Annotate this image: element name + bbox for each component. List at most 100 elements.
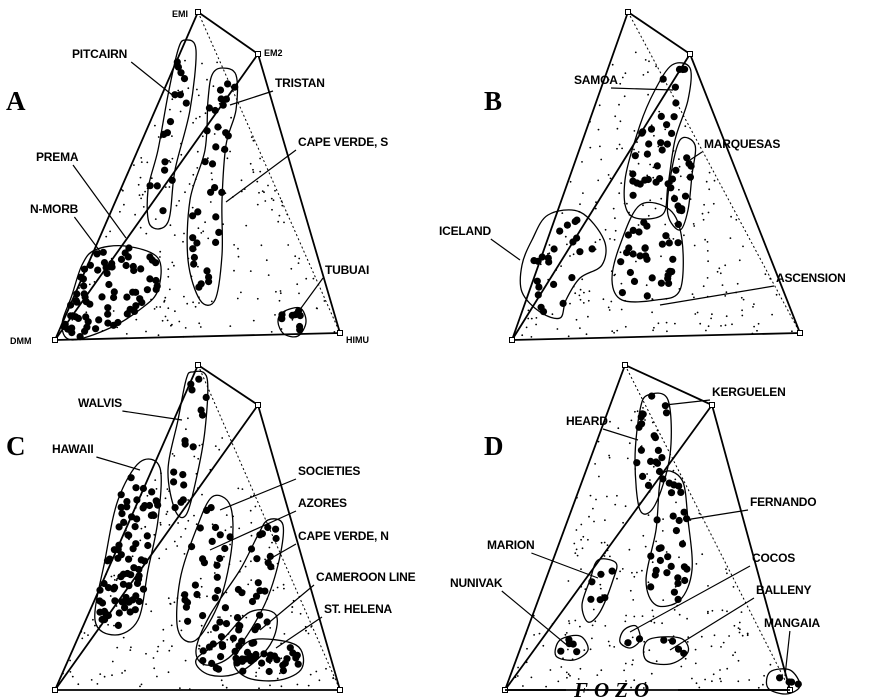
sample-point [121, 249, 129, 257]
background-point [124, 669, 126, 672]
background-point [283, 221, 285, 224]
group-cameroon-line: CAMEROON LINE [195, 570, 416, 677]
group-ascension: ASCENSION [611, 201, 846, 306]
sample-point [159, 207, 167, 215]
background-point [252, 319, 255, 322]
background-point [693, 296, 695, 299]
background-point [604, 228, 607, 231]
sample-point [139, 585, 148, 593]
background-point [192, 301, 195, 304]
background-point [182, 240, 184, 243]
leader-line [602, 428, 639, 441]
sample-point [644, 481, 653, 489]
background-point [639, 502, 641, 505]
sample-point [98, 293, 106, 301]
vertex-marker [622, 362, 628, 368]
background-point [580, 523, 583, 526]
background-point [741, 309, 743, 312]
sample-point [557, 647, 565, 655]
background-point [256, 297, 259, 300]
background-point [653, 326, 655, 329]
sample-point [191, 581, 199, 589]
background-point [655, 660, 658, 663]
group-tubuai: TUBUAI [277, 263, 369, 338]
leader-line [501, 590, 569, 647]
sample-point [166, 118, 175, 126]
sample-point [180, 481, 188, 489]
sample-point [179, 496, 187, 504]
background-point [212, 85, 215, 88]
sample-point [134, 575, 143, 583]
background-point [595, 498, 597, 501]
group-label: TUBUAI [325, 263, 369, 277]
sample-point [125, 582, 133, 590]
sample-point [662, 232, 670, 240]
background-point [110, 575, 113, 578]
sample-point [135, 565, 143, 574]
background-point [582, 302, 585, 304]
background-point [633, 679, 636, 682]
background-point [661, 622, 663, 625]
tetrahedron-edge [197, 364, 259, 406]
sample-point [110, 546, 118, 554]
background-point [166, 510, 169, 513]
background-point [165, 548, 168, 550]
background-point [207, 631, 210, 634]
background-point [206, 78, 208, 81]
vertex-marker [52, 337, 58, 343]
sample-point [103, 269, 111, 278]
background-point [583, 291, 585, 294]
background-point [567, 335, 570, 338]
sample-point [148, 488, 156, 496]
sample-point [187, 380, 195, 388]
background-point [629, 589, 632, 592]
sample-point [115, 609, 123, 617]
background-point [229, 150, 232, 153]
sample-point [207, 188, 215, 196]
background-point [533, 634, 535, 636]
background-point [229, 325, 232, 327]
sample-point [216, 86, 225, 94]
background-point [186, 302, 189, 305]
background-point [648, 60, 650, 63]
sample-point [136, 295, 144, 303]
background-point [275, 290, 277, 293]
background-point [694, 313, 697, 315]
sample-point [565, 640, 573, 648]
group-nunivak: NUNIVAK [450, 576, 589, 661]
background-point [155, 488, 158, 490]
background-point [706, 241, 709, 243]
sample-point [294, 660, 302, 668]
group-kerguelen: KERGUELEN [633, 385, 786, 515]
background-point [185, 428, 187, 431]
background-point [726, 667, 729, 670]
background-point [609, 238, 611, 240]
background-point [674, 322, 676, 325]
background-point [592, 507, 594, 510]
background-point [111, 660, 114, 663]
background-point [125, 333, 128, 335]
background-point [769, 663, 772, 666]
background-point [597, 179, 600, 182]
sample-point [224, 132, 232, 140]
background-point [183, 232, 185, 235]
background-point [530, 336, 533, 338]
background-point [220, 679, 223, 682]
background-point [219, 616, 221, 619]
sample-point [219, 101, 227, 109]
background-point [96, 683, 99, 685]
sample-point [678, 205, 686, 213]
background-point [626, 202, 628, 205]
background-point [135, 318, 138, 321]
background-point [631, 636, 634, 639]
background-point [599, 587, 602, 590]
sample-point [80, 282, 88, 290]
sample-point [597, 570, 605, 578]
background-point [197, 487, 199, 489]
background-point [652, 166, 655, 169]
sample-point [114, 554, 122, 562]
sample-point [193, 239, 201, 247]
background-point [614, 217, 616, 220]
background-point [194, 305, 197, 308]
background-point [567, 673, 570, 676]
